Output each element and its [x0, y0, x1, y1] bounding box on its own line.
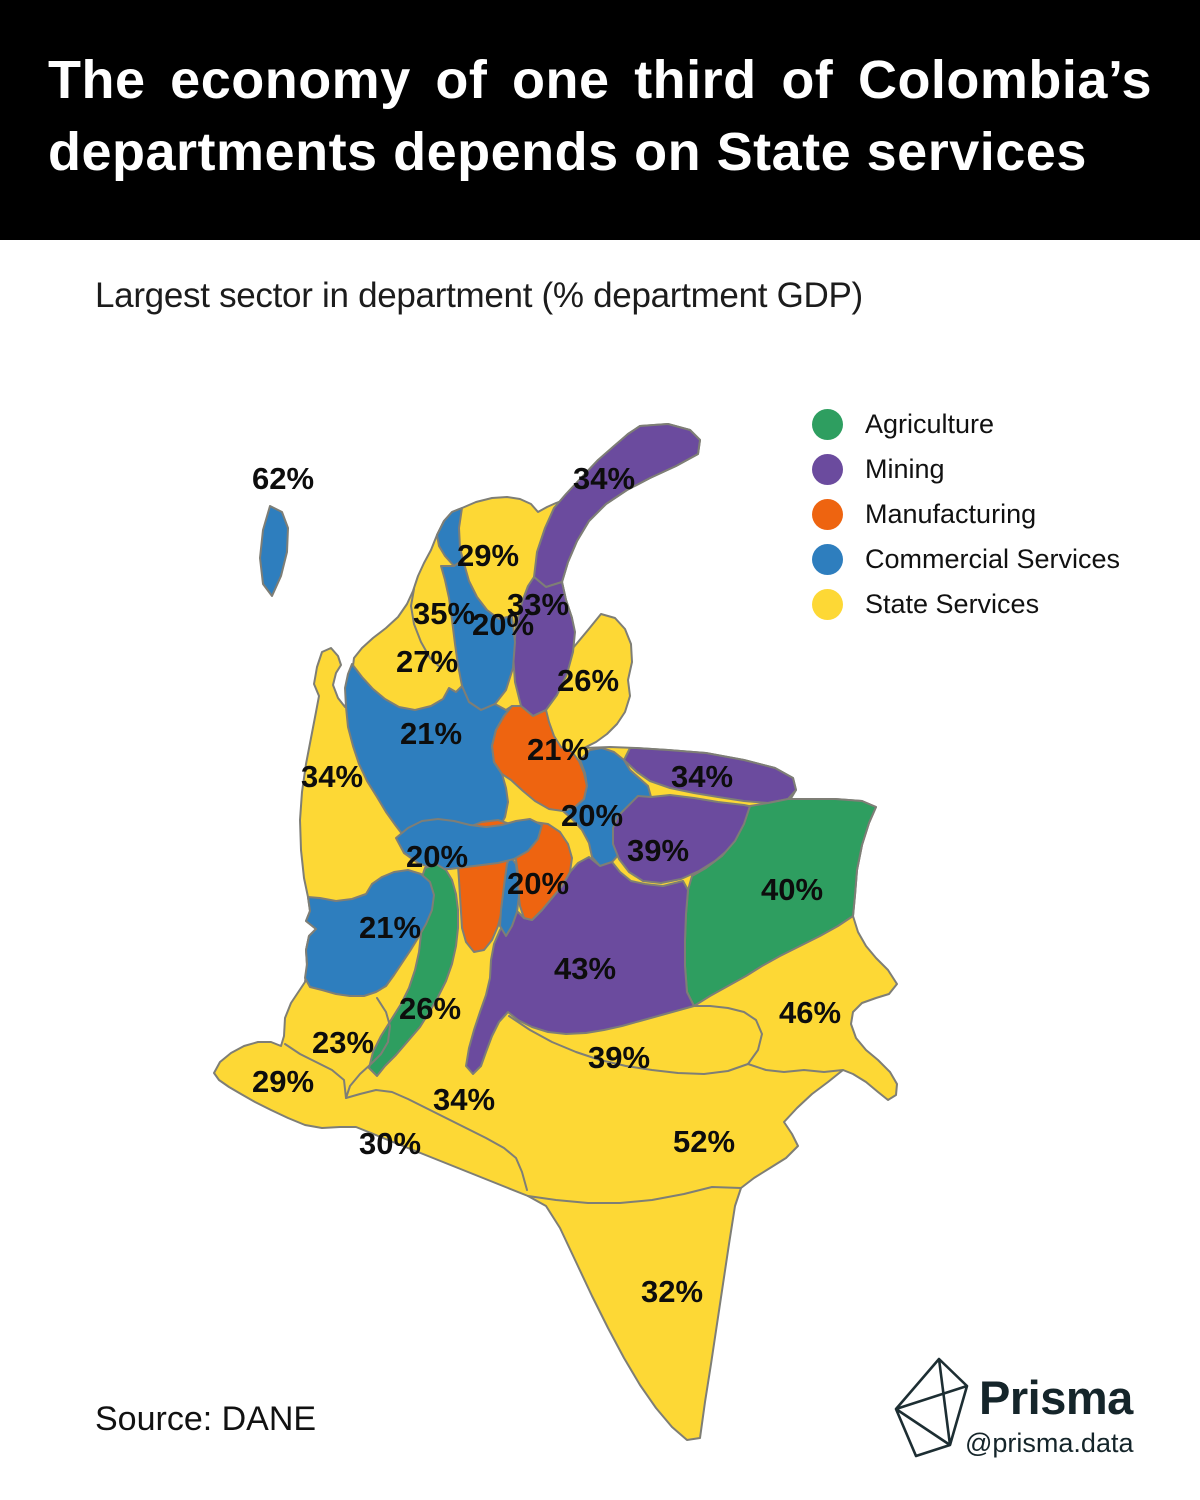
border-guaviare-south — [508, 1015, 749, 1075]
region-label-arauca: 34% — [671, 759, 733, 794]
region-label-meta: 43% — [554, 951, 616, 986]
region-label-caldas: 20% — [406, 839, 468, 874]
legend-item-state: State Services — [812, 588, 1120, 620]
brand-handle: @prisma.data — [965, 1428, 1134, 1458]
brand-name: Prisma — [979, 1371, 1133, 1424]
chart-subtitle: Largest sector in department (% departme… — [95, 276, 863, 315]
legend-dot-commercial — [812, 543, 843, 575]
region-antioquia — [344, 663, 513, 868]
legend-label: Commercial Services — [865, 543, 1121, 574]
legend-item-commercial: Commercial Services — [812, 543, 1120, 575]
map-percentage-labels: 62% 34%29%33%35%20%27%26%21% 21%34% 34%20%3… — [252, 461, 841, 1309]
branding-block: Prisma @prisma.data — [893, 1352, 1153, 1472]
page-title: The economy of one third of Colombia’s d… — [48, 50, 1152, 182]
region-label-vaupes: 52% — [673, 1124, 735, 1159]
legend-dot-manufacturing — [812, 498, 843, 530]
region-bolivar — [440, 559, 516, 711]
border-sucre-cordoba — [410, 588, 442, 669]
border-amazonas-north — [527, 1186, 742, 1204]
region-la-guajira — [533, 423, 701, 588]
region-label-tolima: 26% — [399, 991, 461, 1026]
legend-dot-state — [812, 588, 843, 620]
legend-item-manufacturing: Manufacturing — [812, 498, 1120, 530]
region-label-norte-de-santander: 26% — [557, 663, 619, 698]
map-internal-borders — [284, 588, 844, 1204]
legend-dot-agriculture — [812, 408, 843, 440]
region-label-sucre: 35% — [413, 596, 475, 631]
source-note: Source: DANE — [95, 1400, 317, 1438]
region-label-magdalena: 29% — [457, 538, 519, 573]
region-label-san-andres: 62% — [252, 461, 314, 496]
region-label-bolivar: 20% — [472, 607, 534, 642]
header-banner: The economy of one third of Colombia’s d… — [0, 0, 1200, 240]
region-tolima — [368, 863, 459, 1077]
region-label-choco: 34% — [301, 759, 363, 794]
legend-label: State Services — [865, 588, 1040, 619]
border-cauca-east — [345, 997, 391, 1099]
region-label-la-guajira: 34% — [573, 461, 635, 496]
region-label-cauca: 23% — [312, 1025, 374, 1060]
region-label-guainia: 46% — [779, 995, 841, 1030]
legend-dot-mining — [812, 453, 843, 485]
region-label-cesar: 33% — [507, 587, 569, 622]
prisma-logo-icon — [894, 1357, 969, 1458]
legend-item-mining: Mining — [812, 453, 1120, 485]
legend: Agriculture Mining Manufacturing Commercial… — [812, 408, 1120, 620]
border-vaupes-guainia — [747, 1063, 844, 1073]
region-label-cundinamarca: 20% — [507, 866, 569, 901]
region-san-andres — [259, 505, 289, 597]
region-label-valle-del-cauca: 21% — [359, 910, 421, 945]
region-label-antioquia: 21% — [400, 716, 462, 751]
region-label-vichada: 40% — [761, 872, 823, 907]
region-label-boyaca: 20% — [561, 798, 623, 833]
region-label-caqueta: 34% — [433, 1082, 495, 1117]
region-label-santander: 21% — [527, 732, 589, 767]
region-label-amazonas: 32% — [641, 1274, 703, 1309]
region-arauca — [623, 747, 797, 804]
region-label-putumayo: 30% — [359, 1126, 421, 1161]
legend-label: Manufacturing — [865, 498, 1037, 529]
border-guaviare-guainia — [693, 1005, 763, 1065]
legend-label: Agriculture — [865, 408, 995, 439]
legend-label: Mining — [865, 453, 945, 484]
region-bogota — [499, 855, 520, 937]
region-label-cordoba: 27% — [396, 644, 458, 679]
border-putumayo-caqueta — [345, 1089, 528, 1191]
region-label-casanare: 39% — [627, 833, 689, 868]
region-label-guaviare: 39% — [588, 1040, 650, 1075]
region-valle-del-cauca — [304, 869, 435, 997]
border-cauca-narino — [284, 1043, 347, 1099]
region-label-narino: 29% — [252, 1064, 314, 1099]
legend-item-agriculture: Agriculture — [812, 408, 1120, 440]
region-cesar — [512, 576, 576, 717]
region-atlantico — [436, 507, 464, 567]
region-vichada — [684, 798, 877, 1007]
map-regions — [213, 423, 898, 1441]
